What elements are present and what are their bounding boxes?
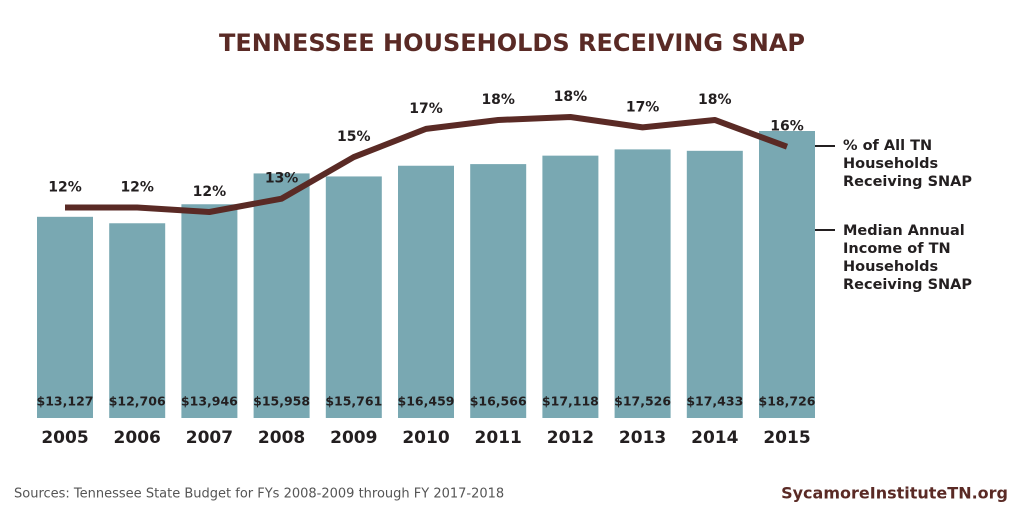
x-tick-label: 2009 [330, 428, 377, 448]
x-tick-label: 2015 [763, 428, 810, 448]
bar [181, 204, 238, 418]
bar [686, 150, 743, 418]
line-value-label: 18% [554, 89, 588, 105]
line [65, 114, 789, 215]
bar [614, 149, 671, 418]
x-tick-label: 2008 [258, 428, 305, 448]
bar-value-label: $16,459 [398, 394, 455, 409]
bar-annotation: Median Annual Income of TN Households Re… [843, 223, 972, 293]
x-tick-label: 2010 [402, 428, 449, 448]
x-tick-label: 2013 [619, 428, 666, 448]
line-value-label: 18% [698, 92, 732, 108]
line-value-label: 15% [337, 129, 371, 145]
credit: SycamoreInstituteTN.org [781, 484, 1008, 503]
bar [542, 155, 599, 419]
bar [37, 216, 93, 418]
bar-value-label: $15,958 [253, 394, 310, 409]
bar-value-label: $15,761 [325, 394, 382, 409]
x-tick-label: 2011 [475, 428, 522, 448]
chart-title: TENNESSEE HOUSEHOLDS RECEIVING SNAP [219, 29, 805, 57]
bar-value-label: $13,946 [181, 394, 238, 409]
bar [759, 131, 815, 418]
source: Sources: Tennessee State Budget for FYs … [14, 487, 504, 502]
x-tick-label: 2007 [186, 428, 233, 448]
line-value-label: 12% [48, 180, 82, 196]
x-tick-label: 2014 [691, 428, 738, 448]
line-value-label: 12% [120, 180, 154, 196]
line-value-label: 12% [193, 184, 227, 200]
bar-value-label: $17,526 [614, 394, 671, 409]
bar-value-label: $17,118 [542, 394, 599, 409]
bar [325, 176, 382, 418]
line-value-label: 17% [409, 101, 443, 117]
line-value-label: 18% [481, 92, 515, 108]
bar-value-label: $17,433 [686, 394, 743, 409]
bar [398, 165, 454, 418]
bar-value-label: $12,706 [109, 394, 166, 409]
line-value-label: 13% [265, 171, 299, 187]
line-value-label: 17% [626, 99, 660, 115]
x-tick-label: 2005 [41, 428, 88, 448]
bar [253, 173, 310, 418]
bar-value-label: $13,127 [37, 394, 94, 409]
line-value-label: 16% [770, 119, 804, 135]
x-tick-label: 2012 [547, 428, 594, 448]
bar [109, 223, 166, 418]
bar [470, 164, 527, 418]
bar-value-label: $18,726 [759, 394, 816, 409]
x-tick-label: 2006 [114, 428, 161, 448]
bar-value-label: $16,566 [470, 394, 527, 409]
line-annotation: % of All TN Households Receiving SNAP [843, 138, 972, 190]
